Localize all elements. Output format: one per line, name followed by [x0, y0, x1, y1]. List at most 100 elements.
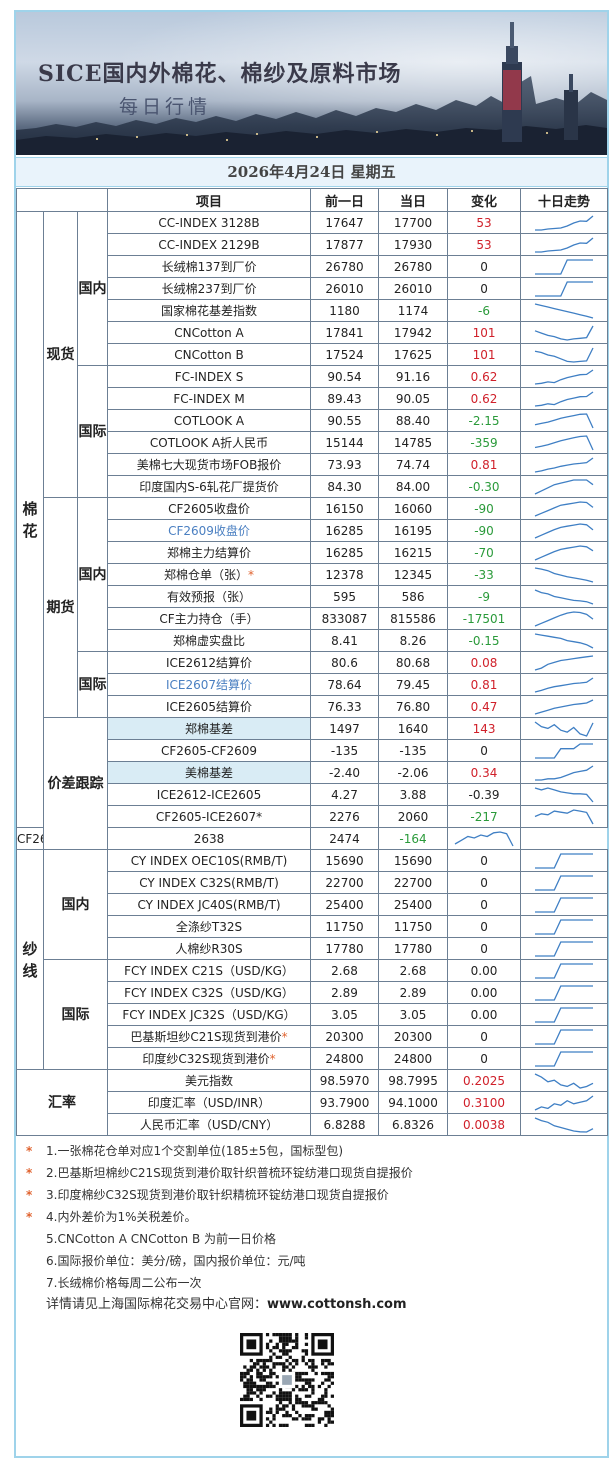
header-banner: SICE国内外棉花、棉纱及原料市场 每日行情 — [16, 12, 607, 155]
trend-line — [534, 1116, 594, 1133]
trend-line — [535, 258, 594, 275]
row-curr: 2.68 — [378, 959, 449, 982]
row-label-text: ICE2605结算价 — [165, 700, 253, 714]
row-prev: 8.41 — [310, 629, 380, 652]
row-change: 53 — [447, 233, 522, 256]
row-trend — [520, 475, 609, 498]
row-curr: 24800 — [378, 1047, 449, 1070]
row-trend — [520, 519, 609, 542]
row-label-text: ICE2607结算价 — [165, 678, 253, 692]
row-label-text: 郑棉基差 — [185, 722, 234, 736]
trend-line — [535, 918, 594, 935]
row-trend — [520, 255, 609, 278]
website-link[interactable]: www.cottonsh.com — [267, 1297, 407, 1312]
row-change: 0 — [447, 937, 522, 960]
trend-sparkline — [534, 588, 594, 605]
trend-line — [534, 302, 594, 319]
trend-sparkline — [534, 434, 594, 450]
row-prev: 17780 — [310, 937, 380, 960]
trend-sparkline — [534, 325, 594, 341]
row-curr: 94.1000 — [378, 1091, 449, 1114]
row-change: 143 — [447, 717, 522, 740]
table-row: 人民币汇率（USD/CNY） 6.8288 6.8326 0.0038 — [17, 1113, 609, 1136]
row-prev: -2.40 — [310, 761, 380, 784]
row-label-text: FCY INDEX JC32S（USD/KG） — [122, 1008, 296, 1022]
row-prev: 17841 — [310, 321, 380, 344]
row-label-text: CF主力持仓（手） — [159, 612, 259, 626]
row-change: 0 — [447, 255, 522, 278]
row-label: 印度国内S-6轧花厂提货价 — [107, 475, 312, 498]
row-trend — [520, 1091, 609, 1114]
note-text: 2.巴基斯坦棉纱C21S现货到港价取针织普梳环锭纺港口现货自提报价 — [46, 1166, 413, 1180]
row-label-text: FCY INDEX C32S（USD/KG） — [124, 986, 294, 1000]
row-label: CY INDEX OEC10S(RMB/T) — [107, 849, 312, 872]
row-trend — [520, 453, 609, 476]
row-label-text: CF2605-ICE2605* — [17, 831, 43, 846]
row-change: 0 — [447, 277, 522, 300]
row-change: 0 — [447, 1025, 522, 1048]
trend-sparkline — [535, 1028, 594, 1045]
trend-line — [535, 214, 594, 231]
row-label: 巴基斯坦纱C21S现货到港价* — [107, 1025, 312, 1048]
row-label: FCY INDEX JC32S（USD/KG） — [107, 1003, 312, 1026]
qr-code-image — [240, 1333, 334, 1427]
header-row: 项目 前一日 当日 变化 十日走势 — [15, 188, 609, 212]
row-trend — [520, 871, 609, 894]
row-label-text: FC-INDEX S — [174, 369, 244, 384]
row-change: 0 — [447, 1047, 522, 1070]
row-trend — [520, 783, 609, 806]
trend-sparkline — [535, 896, 594, 913]
note-item: * 1.一张棉花仓单对应1个交割单位(185±5包，国标型包) — [24, 1140, 594, 1162]
trend-sparkline — [534, 456, 594, 473]
trend-sparkline — [534, 1072, 594, 1089]
trend-sparkline — [535, 742, 594, 759]
row-trend — [520, 805, 609, 828]
row-change: -9 — [447, 585, 522, 608]
trend-line — [534, 456, 594, 473]
row-prev: 24800 — [310, 1047, 380, 1070]
trend-line — [535, 874, 594, 891]
row-change: 0 — [447, 915, 522, 938]
note-item: 6.国际报价单位：美分/磅，国内报价单位：元/吨 — [24, 1250, 594, 1272]
row-trend — [520, 761, 609, 784]
row-trend — [520, 585, 609, 608]
row-curr: 3.88 — [378, 783, 449, 806]
header-trend: 十日走势 — [520, 188, 609, 212]
trend-line — [454, 830, 514, 846]
trend-line — [534, 1072, 594, 1089]
row-change: 101 — [447, 343, 522, 366]
group-spread: 价差跟踪 — [42, 717, 109, 850]
trend-sparkline — [454, 830, 514, 846]
row-label: 郑棉仓单（张）* — [107, 563, 312, 586]
row-curr: -2.06 — [378, 761, 449, 784]
row-curr: 26780 — [378, 255, 449, 278]
row-change: -359 — [447, 431, 522, 454]
row-label: COTLOOK A — [107, 409, 312, 432]
row-label-text: 长绒棉237到厂价 — [161, 282, 257, 296]
trend-sparkline — [535, 1050, 594, 1067]
table-row: 国家棉花基差指数 1180 1174 -6 — [17, 299, 609, 322]
row-prev: 6.8288 — [310, 1113, 380, 1136]
row-prev: 90.54 — [310, 365, 380, 388]
row-change: 0.08 — [447, 651, 522, 674]
row-trend — [520, 321, 609, 344]
trend-line — [535, 852, 594, 869]
trend-line — [534, 412, 594, 428]
row-prev: 2.89 — [310, 981, 380, 1004]
row-label-text: 印度纱C32S现货到港价 — [142, 1052, 270, 1066]
table-row: 有效预报（张） 595 586 -9 — [17, 585, 609, 608]
row-curr: 14785 — [378, 431, 449, 454]
row-curr: 25400 — [378, 893, 449, 916]
trend-sparkline — [534, 698, 594, 715]
row-label-text: COTLOOK A — [173, 413, 245, 428]
row-label: 全涤纱T32S — [107, 915, 312, 938]
table-row: CC-INDEX 2129B 17877 17930 53 — [17, 233, 609, 256]
row-label-text: CF2605-CF2609 — [161, 743, 257, 758]
row-label-text: FCY INDEX C21S（USD/KG） — [124, 964, 294, 978]
table-row: CF2605-ICE2607* 2276 2060 -217 — [17, 805, 609, 828]
row-label: FCY INDEX C32S（USD/KG） — [107, 981, 312, 1004]
row-label: ICE2612-ICE2605 — [107, 783, 312, 806]
row-trend — [520, 563, 609, 586]
row-change: 0.62 — [447, 365, 522, 388]
row-label-text: 印度国内S-6轧花厂提货价 — [139, 480, 279, 494]
